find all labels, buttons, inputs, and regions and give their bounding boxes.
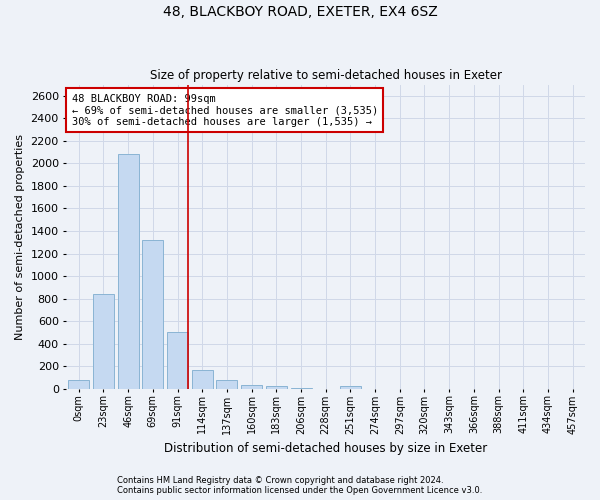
Title: Size of property relative to semi-detached houses in Exeter: Size of property relative to semi-detach… [150, 69, 502, 82]
Bar [192, 370, 213, 388]
Bar [93, 294, 114, 388]
X-axis label: Distribution of semi-detached houses by size in Exeter: Distribution of semi-detached houses by … [164, 442, 487, 455]
Bar [118, 154, 139, 388]
Text: 48, BLACKBOY ROAD, EXETER, EX4 6SZ: 48, BLACKBOY ROAD, EXETER, EX4 6SZ [163, 5, 437, 19]
Bar [340, 386, 361, 388]
Text: 48 BLACKBOY ROAD: 99sqm
← 69% of semi-detached houses are smaller (3,535)
30% of: 48 BLACKBOY ROAD: 99sqm ← 69% of semi-de… [71, 94, 378, 127]
Bar [241, 386, 262, 388]
Text: Contains HM Land Registry data © Crown copyright and database right 2024.
Contai: Contains HM Land Registry data © Crown c… [118, 476, 482, 495]
Bar [167, 332, 188, 388]
Bar [266, 386, 287, 388]
Bar [68, 380, 89, 388]
Bar [217, 380, 238, 388]
Bar [142, 240, 163, 388]
Y-axis label: Number of semi-detached properties: Number of semi-detached properties [15, 134, 25, 340]
